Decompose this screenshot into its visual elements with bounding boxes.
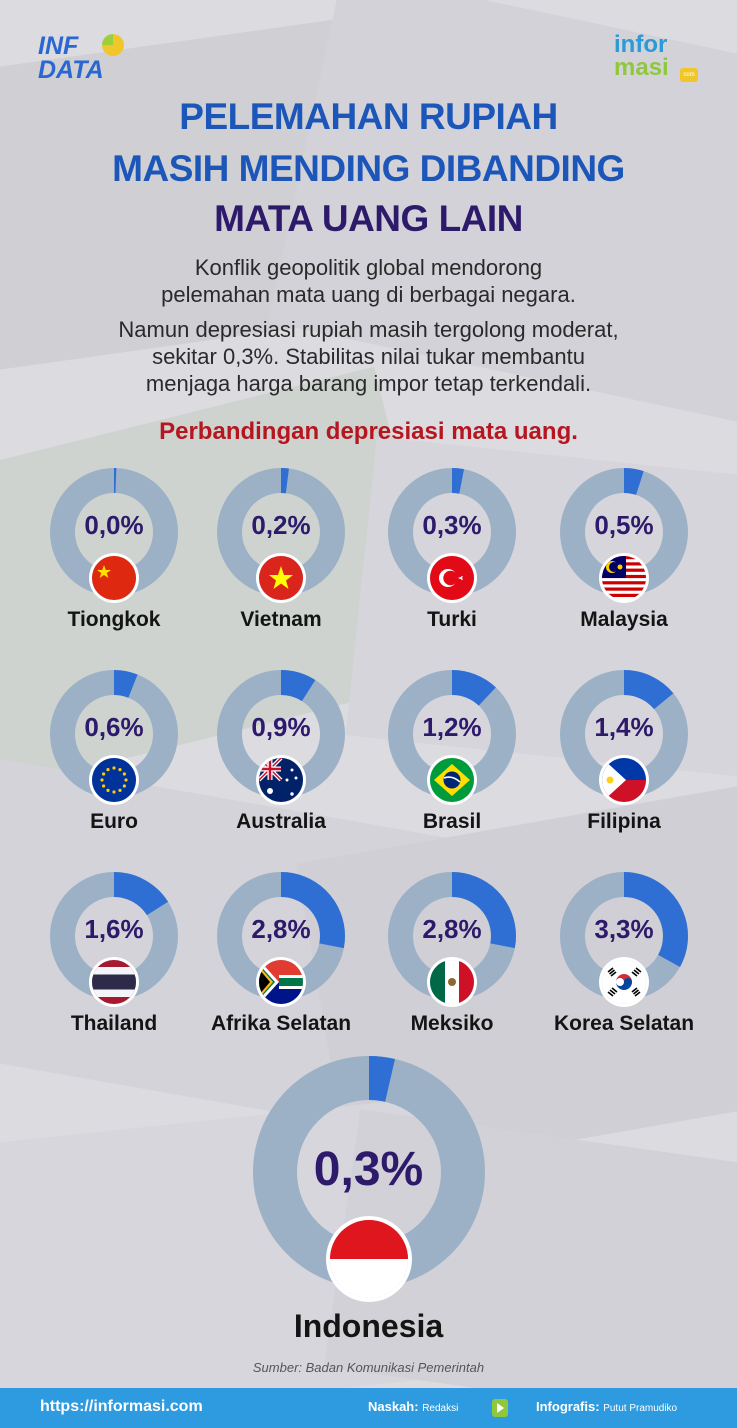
logo-right-badge: com [680, 68, 698, 82]
infografis-value: Putut Pramudiko [603, 1403, 678, 1414]
eu-flag [92, 758, 136, 802]
country-label: Australia [236, 810, 326, 833]
donut-value-label: 1,2% [422, 712, 482, 742]
donut-value-arc [217, 872, 345, 1000]
title-line3: MATA UANG LAIN [214, 198, 523, 239]
description-paragraph-1: Konflik geopolitik global mendorong pele… [40, 254, 697, 308]
logo-right-line2: masi [614, 54, 669, 81]
country-label: Malaysia [580, 608, 668, 631]
description-line: pelemahan mata uang di berbagai negara. [161, 282, 576, 307]
donut-value-arc [388, 872, 516, 1000]
donut-value-label: 0,0% [84, 510, 144, 540]
malaysia-flag [602, 556, 646, 600]
turkey-flag [430, 556, 474, 600]
south-korea-flag [602, 960, 646, 1004]
logo-left-line2: DATA [38, 56, 104, 84]
south-africa-flag [259, 960, 303, 1004]
donut-value-arc [560, 872, 688, 1000]
footer-bar: https://informasi.com Naskah: Redaksi In… [0, 1388, 737, 1428]
country-label: Filipina [587, 810, 661, 833]
play-icon [492, 1399, 508, 1417]
logo-left-line1: INF [38, 32, 79, 60]
logo-right-line1: infor [614, 31, 668, 58]
description-line: sekitar 0,3%. Stabilitas nilai tukar mem… [152, 344, 585, 369]
informasi-logo: infor masi com [614, 31, 704, 86]
country-label: Tiongkok [67, 608, 161, 631]
title-line2: MASIH MENDING DIBANDING [112, 148, 625, 189]
description-line: Konflik geopolitik global mendorong [194, 255, 543, 280]
country-label: Brasil [422, 810, 482, 833]
donut-value-label: 0,9% [251, 712, 311, 742]
brazil-flag [430, 758, 474, 802]
country-label: Afrika Selatan [210, 1012, 352, 1035]
donut-value-label: 1,6% [84, 914, 144, 944]
indonesia-flag [330, 1220, 408, 1298]
donut-value-arc [217, 670, 345, 798]
mexico-flag [430, 960, 474, 1004]
vietnam-flag [259, 556, 303, 600]
naskah-value: Redaksi [422, 1403, 459, 1414]
australia-flag [259, 758, 303, 802]
title-line1: PELEMAHAN RUPIAH [179, 96, 558, 137]
country-label: Euro [90, 810, 138, 833]
donut-value-arc [217, 468, 345, 596]
naskah-label: Naskah: [368, 1399, 419, 1414]
description-line: Namun depresiasi rupiah masih tergolong … [118, 317, 619, 342]
donut-value-label: 0,3% [422, 510, 482, 540]
donut-value-label: 2,8% [422, 914, 482, 944]
logo-pie-icon [102, 34, 124, 56]
footer-url-link[interactable]: https://informasi.com [40, 1398, 203, 1415]
country-label: Vietnam [240, 608, 322, 631]
donut-value-arc [253, 1056, 485, 1288]
description-paragraph-2: Namun depresiasi rupiah masih tergolong … [40, 316, 697, 397]
infografis-label: Infografis: [536, 1399, 600, 1414]
donut-value-label: 1,4% [594, 712, 654, 742]
donut-value-arc [50, 468, 178, 596]
description-line: menjaga harga barang impor tetap terkend… [145, 371, 592, 396]
donut-value-label: 0,5% [594, 510, 654, 540]
country-label: Korea Selatan [553, 1012, 695, 1035]
donut-value-arc [388, 468, 516, 596]
infodata-logo: INF DATA [38, 34, 128, 84]
country-label: Thailand [70, 1012, 158, 1035]
thailand-flag [92, 960, 136, 1004]
country-label: Turki [427, 608, 477, 631]
indonesia-label: Indonesia [293, 1308, 444, 1344]
donut-value-label: 2,8% [251, 914, 311, 944]
donut-value-label: 0,2% [251, 510, 311, 540]
donut-value-arc [50, 670, 178, 798]
footer-naskah: Naskah: Redaksi [368, 1399, 458, 1414]
donut-value-label: 3,3% [594, 914, 654, 944]
chart-subtitle: Perbandingan depresiasi mata uang. [159, 418, 578, 445]
china-flag [92, 556, 136, 600]
donut-value-arc [50, 872, 178, 1000]
donut-value-label: 0,6% [84, 712, 144, 742]
philippines-flag [602, 758, 646, 802]
indonesia-value: 0,3% [313, 1143, 424, 1196]
source-note: Sumber: Badan Komunikasi Pemerintah [252, 1360, 485, 1375]
footer-infografis: Infografis: Putut Pramudiko [536, 1399, 677, 1414]
country-label: Meksiko [410, 1012, 494, 1035]
